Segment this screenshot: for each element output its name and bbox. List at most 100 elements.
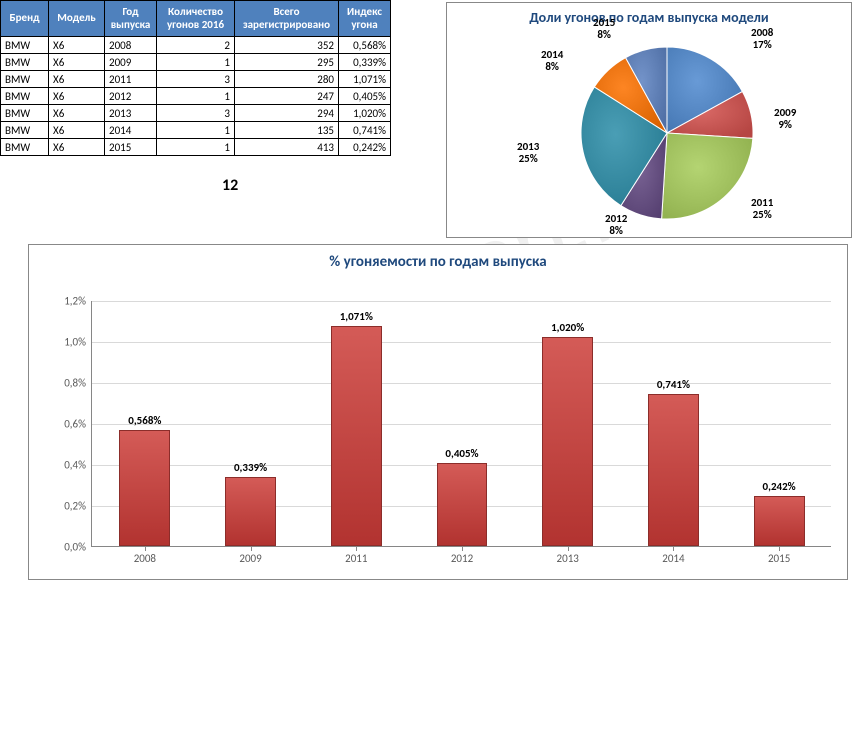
bar-value-label: 0,405% (445, 447, 478, 460)
bar: 0,242% (754, 496, 805, 546)
pie-slice-label: 20148% (541, 49, 563, 73)
pie-slice-label: 201325% (517, 141, 539, 165)
cell: 2012 (105, 88, 157, 105)
cell: 2011 (105, 71, 157, 88)
table-row: BMWX6201212470,405% (1, 88, 391, 105)
cell: X6 (49, 105, 105, 122)
col-header: Модель (49, 1, 105, 37)
col-header: Год выпуска (105, 1, 157, 37)
grid-line (92, 301, 831, 302)
total-count: 12 (222, 176, 238, 195)
cell: 2 (157, 37, 235, 54)
x-tick-mark (251, 546, 252, 551)
cell: 1 (157, 139, 235, 156)
cell: 1 (157, 122, 235, 139)
bar: 0,339% (225, 477, 276, 546)
bar-value-label: 1,071% (340, 310, 373, 323)
cell: 1,071% (339, 71, 391, 88)
cell: 1 (157, 54, 235, 71)
pie-slice-label: 200817% (751, 27, 773, 51)
cell: BMW (1, 88, 49, 105)
cell: 0,242% (339, 139, 391, 156)
cell: X6 (49, 37, 105, 54)
pie-slice-label: 20158% (593, 17, 615, 41)
table-row: BMWX6200823520,568% (1, 37, 391, 54)
bar: 0,568% (119, 430, 170, 546)
cell: X6 (49, 122, 105, 139)
cell: 3 (157, 105, 235, 122)
cell: 294 (235, 105, 339, 122)
pie-slice-label: 20099% (774, 107, 796, 131)
cell: X6 (49, 54, 105, 71)
col-header: Индекс угона (339, 1, 391, 37)
cell: 1 (157, 88, 235, 105)
y-tick-label: 0,4% (64, 459, 92, 472)
pie-slice (662, 133, 753, 219)
bar-value-label: 0,741% (657, 378, 690, 391)
bar: 1,020% (542, 337, 593, 546)
bar-value-label: 0,339% (234, 461, 267, 474)
cell: 0,339% (339, 54, 391, 71)
cell: 135 (235, 122, 339, 139)
grid-line (92, 342, 831, 343)
bar-chart: % угоняемости по годам выпуска 0,0%0,2%0… (28, 244, 848, 580)
cell: BMW (1, 71, 49, 88)
col-header: Количество угонов 2016 (157, 1, 235, 37)
cell: BMW (1, 122, 49, 139)
cell: 2008 (105, 37, 157, 54)
cell: BMW (1, 105, 49, 122)
table-row: BMWX6200912950,339% (1, 54, 391, 71)
cell: BMW (1, 54, 49, 71)
bar-plot: 0,0%0,2%0,4%0,6%0,8%1,0%1,2%0,568%20080,… (91, 301, 831, 547)
bar: 1,071% (331, 326, 382, 546)
y-tick-label: 1,0% (64, 336, 92, 349)
bar: 0,405% (437, 463, 488, 546)
x-tick-mark (145, 546, 146, 551)
table-row: BMWX6201514130,242% (1, 139, 391, 156)
cell: 3 (157, 71, 235, 88)
cell: BMW (1, 37, 49, 54)
table-row: BMWX6201132801,071% (1, 71, 391, 88)
cell: 352 (235, 37, 339, 54)
data-table: БрендМодельГод выпускаКоличество угонов … (0, 0, 391, 156)
x-tick-mark (568, 546, 569, 551)
bar-value-label: 1,020% (551, 321, 584, 334)
pie-slice-label: 201125% (751, 197, 773, 221)
cell: 0,405% (339, 88, 391, 105)
cell: 0,741% (339, 122, 391, 139)
cell: 413 (235, 139, 339, 156)
cell: BMW (1, 139, 49, 156)
cell: 247 (235, 88, 339, 105)
pie-slice-label: 20128% (605, 213, 627, 237)
y-tick-label: 0,0% (64, 541, 92, 554)
col-header: Бренд (1, 1, 49, 37)
x-tick-mark (462, 546, 463, 551)
y-tick-label: 0,8% (64, 377, 92, 390)
cell: 280 (235, 71, 339, 88)
y-tick-label: 0,6% (64, 418, 92, 431)
pie-chart: Доли угонов по годам выпуска модели 2008… (446, 2, 852, 238)
grid-line (92, 383, 831, 384)
cell: X6 (49, 139, 105, 156)
x-tick-mark (356, 546, 357, 551)
table-row: BMWX6201332941,020% (1, 105, 391, 122)
bar-value-label: 0,242% (763, 480, 796, 493)
table-row: BMWX6201411350,741% (1, 122, 391, 139)
cell: 2009 (105, 54, 157, 71)
bar-value-label: 0,568% (128, 414, 161, 427)
cell: 2015 (105, 139, 157, 156)
cell: 295 (235, 54, 339, 71)
grid-line (92, 424, 831, 425)
x-tick-mark (673, 546, 674, 551)
bar-title: % угоняемости по годам выпуска (29, 253, 847, 271)
bar: 0,741% (648, 394, 699, 546)
cell: 1,020% (339, 105, 391, 122)
y-tick-label: 1,2% (64, 295, 92, 308)
cell: X6 (49, 88, 105, 105)
col-header: Всего зарегистрировано (235, 1, 339, 37)
cell: 0,568% (339, 37, 391, 54)
x-tick-mark (779, 546, 780, 551)
y-tick-label: 0,2% (64, 500, 92, 513)
cell: X6 (49, 71, 105, 88)
cell: 2013 (105, 105, 157, 122)
